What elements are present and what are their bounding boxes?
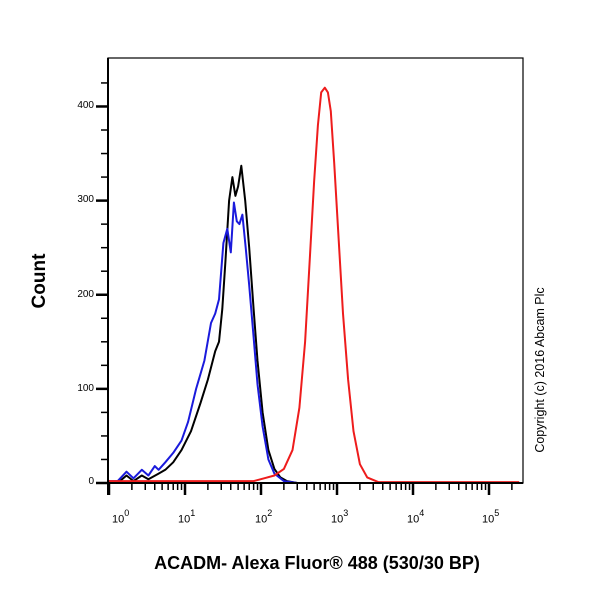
series-line-2 [107, 86, 520, 484]
x-axis-label: ACADM- Alexa Fluor® 488 (530/30 BP) [154, 553, 480, 573]
y-tick-label: 100 [77, 383, 94, 394]
x-tick-label: 104 [407, 508, 425, 526]
x-tick-label: 105 [482, 508, 500, 526]
series-line-0 [107, 164, 520, 484]
y-tick-label: 400 [77, 100, 94, 111]
series-layer [107, 68, 520, 484]
y-tick-label: 0 [88, 476, 94, 487]
x-tick-label: 102 [255, 508, 273, 526]
series-line-1 [107, 68, 520, 484]
y-tick-label: 200 [77, 289, 94, 300]
y-tick-label: 300 [77, 194, 94, 205]
x-tick-label: 100 [112, 508, 130, 526]
plot-frame [107, 57, 524, 484]
x-tick-label: 103 [331, 508, 349, 526]
y-axis-label: Count [29, 253, 50, 309]
y-axis [96, 82, 108, 485]
x-tick-label: 101 [178, 508, 196, 526]
copyright-notice: Copyright (c) 2016 Abcam Plc [533, 287, 547, 453]
x-axis [96, 58, 523, 495]
